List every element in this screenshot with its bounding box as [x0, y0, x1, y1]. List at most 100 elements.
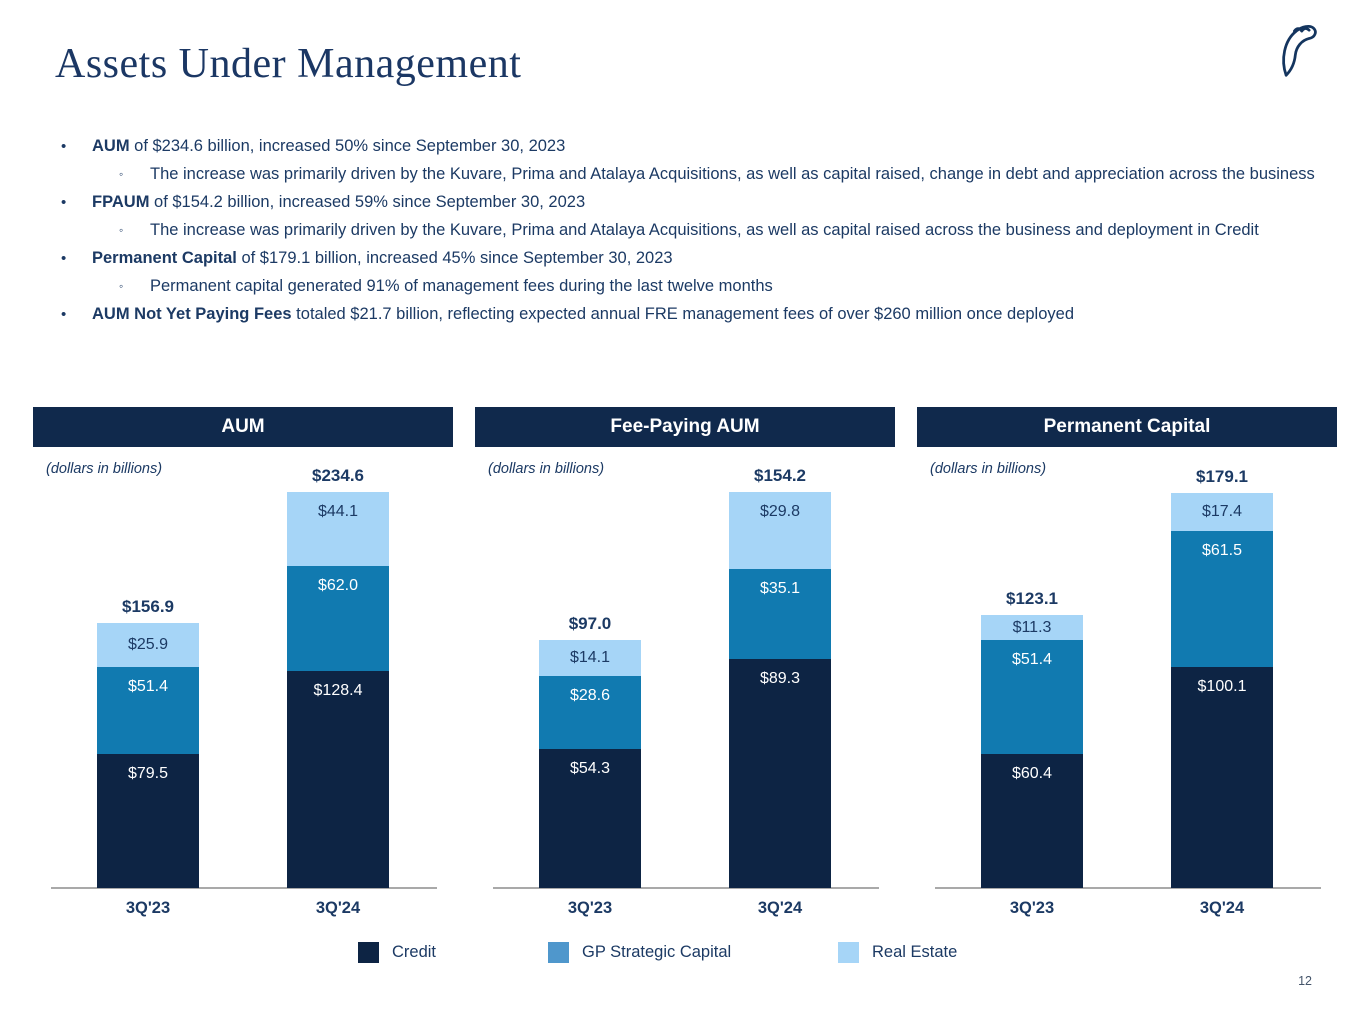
bar-segment-gp-strategic-capital: $35.1 — [729, 569, 831, 659]
unit-label: (dollars in billions) — [488, 461, 605, 477]
legend-label: GP Strategic Capital — [582, 943, 732, 961]
bar-segment-credit: $100.1 — [1171, 667, 1273, 888]
legend-item-gp-strategic-capital: GP Strategic Capital — [548, 942, 731, 963]
segment-value-label: $54.3 — [569, 760, 611, 777]
bar-segment-credit: $60.4 — [981, 754, 1083, 888]
x-axis-line — [493, 887, 879, 889]
segment-value-label: $29.8 — [759, 503, 801, 520]
chart-panel-aum: AUM (dollars in billions) $25.9 $51.4 $79.5 $… — [33, 407, 453, 947]
stacked-bar: $14.1 $28.6 $54.3 — [539, 640, 641, 888]
segment-value-label: $17.4 — [1201, 503, 1243, 520]
chart-plot: $14.1 $28.6 $54.3 $29.8 $35.1 $89.3 — [475, 407, 895, 889]
page-number: 12 — [1298, 974, 1312, 988]
bullet-body: of $154.2 billion, increased 59% since S… — [149, 193, 586, 211]
bar-segment-real-estate: $25.9 — [97, 623, 199, 667]
x-axis-line — [935, 887, 1321, 889]
bullet-item: • AUM Not Yet Paying Fees totaled $21.7 b… — [55, 303, 1335, 326]
segment-value-label: $11.3 — [1012, 618, 1052, 636]
bullet-marker: • — [61, 138, 67, 155]
bar-segment-gp-strategic-capital: $28.6 — [539, 676, 641, 749]
unit-label: (dollars in billions) — [46, 461, 163, 477]
bullet-lead: FPAUM — [92, 193, 150, 211]
x-axis-label: 3Q'24 — [1199, 899, 1245, 917]
segment-value-label: $61.5 — [1201, 542, 1243, 559]
bullet-item: • Permanent Capital of $179.1 billion, in… — [55, 247, 1335, 270]
segment-value-label: $62.0 — [317, 577, 359, 594]
bar-total-label: $123.1 — [1006, 589, 1058, 608]
bullet-lead: AUM — [92, 137, 130, 155]
segment-value-label: $14.1 — [569, 649, 611, 666]
bullet-text: Permanent Capital of $179.1 billion, inc… — [92, 247, 1335, 270]
x-axis-label: 3Q'24 — [757, 899, 803, 917]
bar-segment-real-estate: $44.1 — [287, 492, 389, 566]
bullet-body: of $234.6 billion, increased 50% since S… — [129, 137, 566, 155]
page-title: Assets Under Management — [55, 41, 522, 87]
bar-total-label: $234.6 — [312, 466, 364, 485]
bullet-lead: Permanent Capital — [92, 249, 237, 267]
stacked-bar: $44.1 $62.0 $128.4 — [287, 492, 389, 888]
segment-value-label: $60.4 — [1011, 765, 1053, 782]
bar-total-label: $156.9 — [122, 597, 174, 616]
bar-segment-credit: $89.3 — [729, 659, 831, 888]
sub-bullet-item: ◦ The increase was primarily driven by th… — [118, 219, 1335, 242]
bullet-body: of $179.1 billion, increased 45% since S… — [236, 249, 673, 267]
bar-segment-credit: $128.4 — [287, 671, 389, 888]
x-axis-label: 3Q'23 — [1009, 899, 1055, 917]
sub-bullet-marker: ◦ — [119, 279, 124, 293]
chart-header: Permanent Capital — [917, 407, 1337, 447]
chart-panel-permanent-capital: Permanent Capital (dollars in billions) $1… — [917, 407, 1337, 947]
bullet-item: • AUM of $234.6 billion, increased 50% si… — [55, 135, 1335, 158]
legend-label: Credit — [392, 943, 437, 961]
x-axis-label: 3Q'23 — [567, 899, 613, 917]
bar-segment-real-estate: $14.1 — [539, 640, 641, 676]
segment-value-label: $89.3 — [759, 670, 801, 687]
segment-value-label: $51.4 — [127, 678, 169, 695]
bullet-text: AUM Not Yet Paying Fees totaled $21.7 bi… — [92, 303, 1335, 326]
legend-swatch-icon — [838, 942, 859, 963]
segment-value-label: $25.9 — [127, 636, 169, 653]
bullet-text: AUM of $234.6 billion, increased 50% sin… — [92, 135, 1335, 158]
segment-value-label: $128.4 — [313, 682, 363, 699]
legend-swatch-icon — [358, 942, 379, 963]
legend-swatch-icon — [548, 942, 569, 963]
bar-segment-gp-strategic-capital: $51.4 — [97, 667, 199, 754]
bar-segment-credit: $54.3 — [539, 749, 641, 888]
chart-header: Fee-Paying AUM — [475, 407, 895, 447]
sub-bullet-marker: ◦ — [119, 223, 124, 237]
bullet-lead: AUM Not Yet Paying Fees — [92, 305, 292, 323]
sub-bullet-text: The increase was primarily driven by the… — [150, 165, 1315, 183]
bullet-marker: • — [61, 250, 67, 267]
bullet-marker: • — [61, 306, 67, 323]
legend-label: Real Estate — [872, 943, 958, 961]
bullet-list: • AUM of $234.6 billion, increased 50% si… — [55, 130, 1335, 326]
sub-bullet-marker: ◦ — [119, 167, 124, 181]
x-axis-label: 3Q'24 — [315, 899, 361, 917]
bar-total-label: $179.1 — [1196, 467, 1248, 486]
segment-value-label: $35.1 — [759, 580, 801, 597]
chart-plot: $25.9 $51.4 $79.5 $44.1 $62.0 $128.4 — [33, 407, 453, 889]
bar-segment-real-estate: $17.4 — [1171, 493, 1273, 531]
bar-total-label: $154.2 — [754, 466, 806, 485]
sub-bullet-text: Permanent capital generated 91% of manag… — [150, 277, 773, 295]
stacked-bar: $29.8 $35.1 $89.3 — [729, 492, 831, 888]
bar-segment-gp-strategic-capital: $51.4 — [981, 640, 1083, 754]
legend-item-credit: Credit — [358, 942, 436, 963]
stacked-bar: $11.3 $51.4 $60.4 — [981, 615, 1083, 888]
chart-panel-fee-paying-aum: Fee-Paying AUM (dollars in billions) $14.1… — [475, 407, 895, 947]
segment-value-label: $79.5 — [127, 765, 169, 782]
x-axis-label: 3Q'23 — [125, 899, 171, 917]
segment-value-label: $44.1 — [317, 503, 359, 520]
bullet-body: totaled $21.7 billion, reflecting expect… — [291, 305, 1075, 323]
segment-value-label: $100.1 — [1197, 678, 1247, 695]
sub-bullet-item: ◦ Permanent capital generated 91% of mana… — [118, 275, 1335, 298]
bar-segment-gp-strategic-capital: $61.5 — [1171, 531, 1273, 667]
bullet-marker: • — [61, 194, 67, 211]
bar-segment-real-estate: $11.3 — [981, 615, 1083, 640]
bar-segment-gp-strategic-capital: $62.0 — [287, 566, 389, 671]
stacked-bar: $25.9 $51.4 $79.5 — [97, 623, 199, 888]
bar-segment-credit: $79.5 — [97, 754, 199, 888]
unit-label: (dollars in billions) — [930, 461, 1047, 477]
sub-bullet-item: ◦ The increase was primarily driven by th… — [118, 163, 1335, 186]
bar-segment-real-estate: $29.8 — [729, 492, 831, 569]
